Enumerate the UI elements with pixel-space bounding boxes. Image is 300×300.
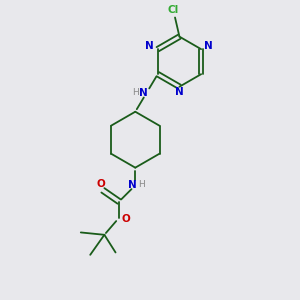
Text: N: N — [139, 88, 148, 98]
Text: N: N — [175, 87, 184, 97]
Text: N: N — [128, 180, 137, 190]
Text: H: H — [132, 88, 139, 97]
Text: H: H — [138, 180, 145, 189]
Text: N: N — [204, 41, 213, 51]
Text: Cl: Cl — [168, 5, 179, 15]
Text: N: N — [145, 41, 153, 51]
Text: O: O — [96, 179, 105, 190]
Text: O: O — [121, 214, 130, 224]
